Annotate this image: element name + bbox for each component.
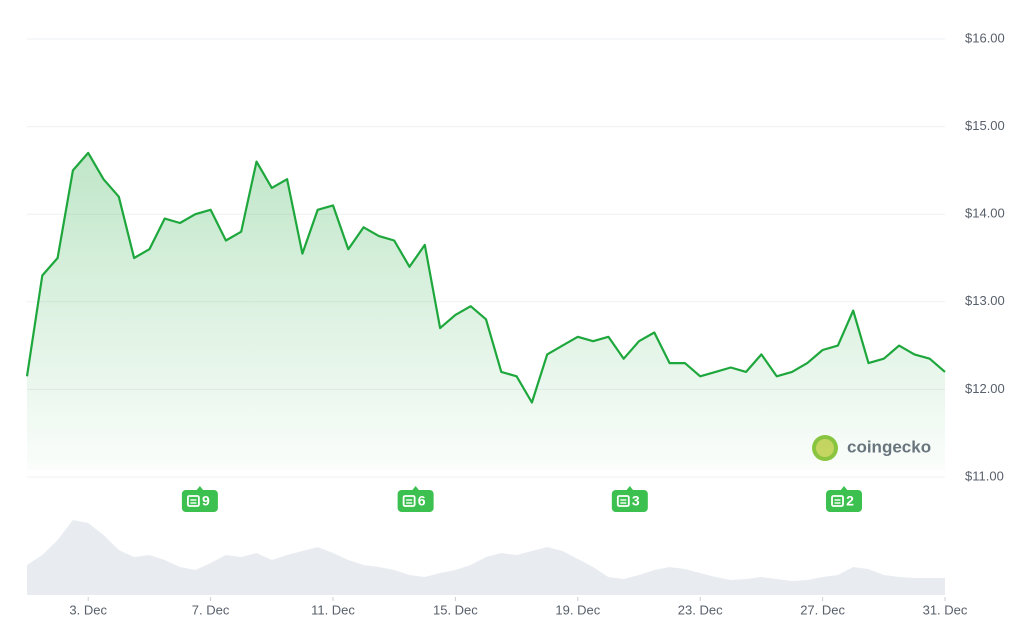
y-tick-label: $12.00 [965,381,1005,396]
news-icon [402,495,416,507]
badge-count: 3 [632,493,640,509]
y-tick-label: $11.00 [965,468,1004,483]
x-tick-label: 19. Dec [555,602,600,617]
y-tick-label: $14.00 [965,206,1005,221]
volume-area [27,520,945,595]
news-icon [831,495,844,507]
news-badge[interactable]: 9 [181,486,218,512]
news-badge[interactable]: 2 [826,486,863,512]
news-badge[interactable]: 6 [397,486,434,512]
x-tick-label: 7. Dec [192,602,230,617]
news-badge[interactable]: 3 [611,486,648,512]
x-tick-label: 23. Dec [678,602,723,617]
price-area [27,152,945,470]
badge-count: 6 [418,493,426,509]
x-tick-label: 27. Dec [800,602,845,617]
badge-pointer [625,486,634,491]
badge-pointer [411,486,420,491]
x-tick-label: 31. Dec [923,602,968,617]
badge-count: 9 [202,493,210,509]
badge-pointer [195,486,204,491]
badge-count: 2 [846,493,854,509]
price-line [25,151,946,404]
y-tick-label: $16.00 [965,30,1005,45]
x-tick-label: 11. Dec [311,602,355,617]
badge-pointer [840,486,849,491]
y-tick-label: $15.00 [965,118,1005,133]
news-icon [186,495,200,507]
news-icon [616,495,630,507]
x-tick-label: 3. Dec [69,602,107,617]
y-tick-label: $13.00 [965,293,1005,308]
x-tick-label: 15. Dec [433,602,478,617]
